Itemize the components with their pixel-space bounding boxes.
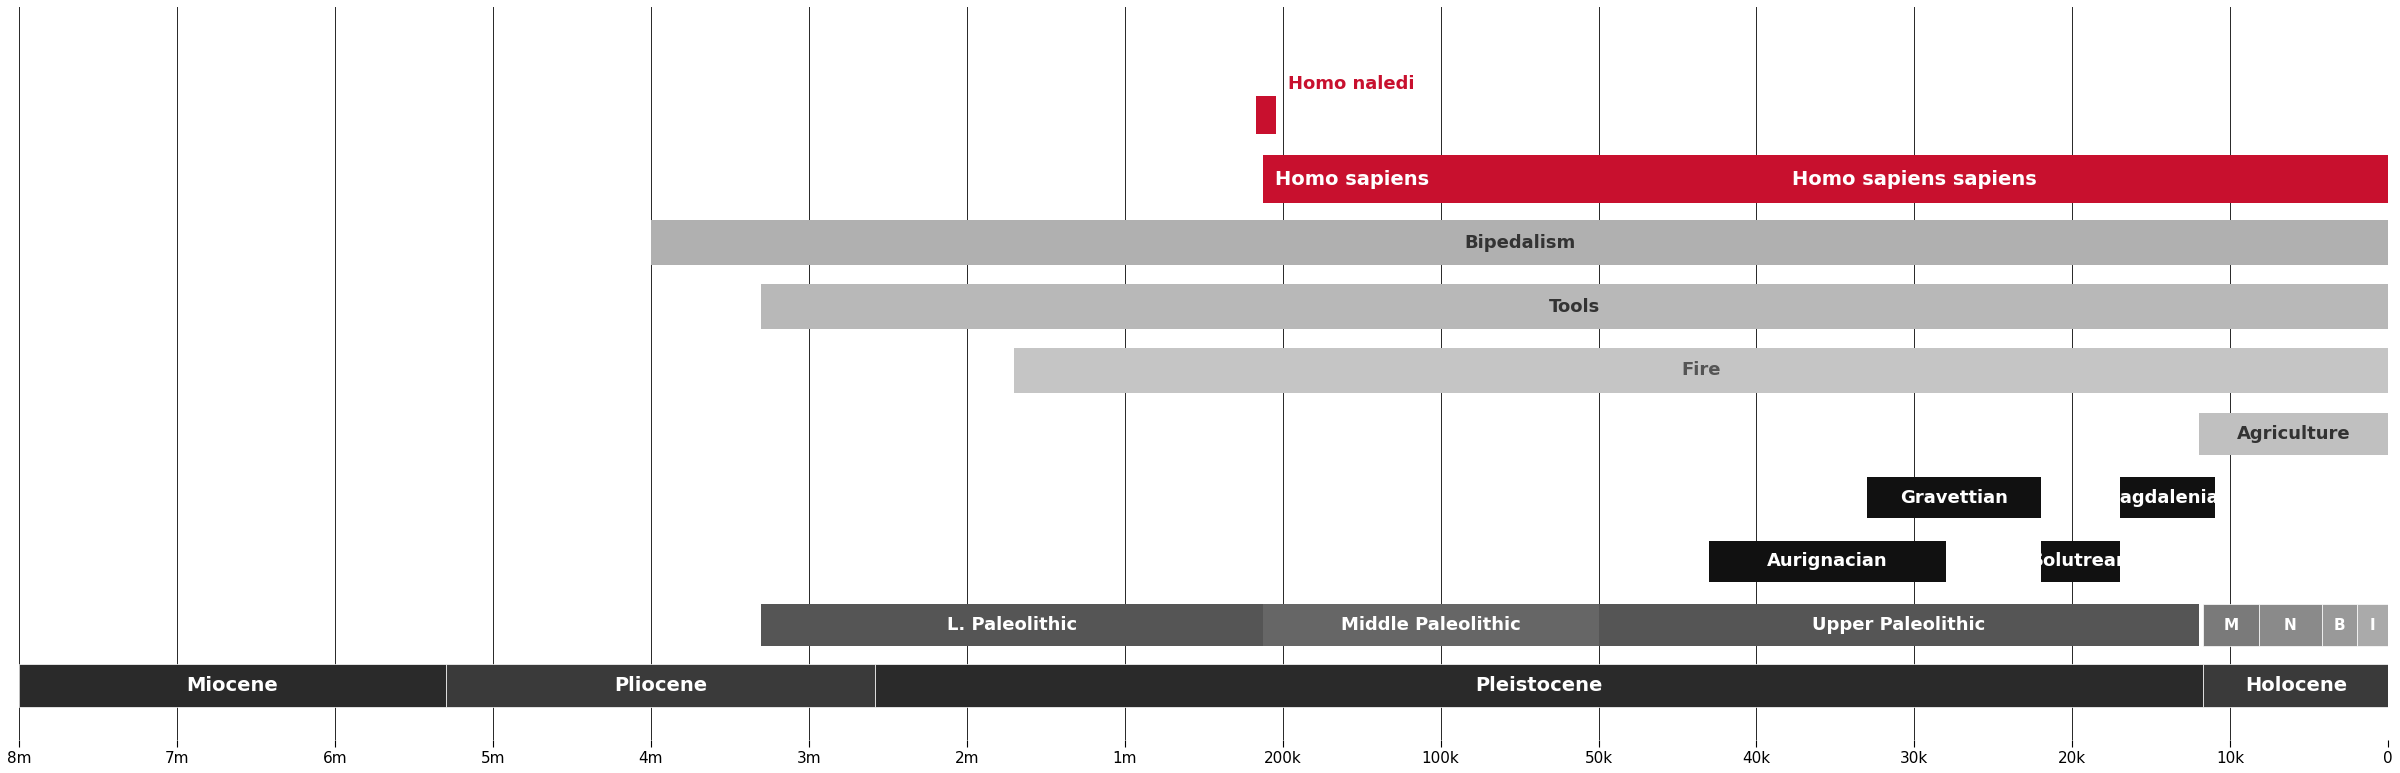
Bar: [2119, 477, 2215, 519]
Bar: [1015, 348, 2388, 393]
Bar: [1598, 604, 2198, 646]
Bar: [650, 220, 2388, 265]
Text: Aurignacian: Aurignacian: [1766, 553, 1889, 570]
Text: Pleistocene: Pleistocene: [1476, 676, 1603, 695]
Bar: [2321, 604, 2357, 646]
Bar: [2040, 541, 2119, 582]
Text: Upper Paleolithic: Upper Paleolithic: [1812, 616, 1985, 634]
Text: Tools: Tools: [1550, 298, 1601, 315]
Text: Gravettian: Gravettian: [1901, 489, 2009, 507]
Text: I: I: [2369, 618, 2376, 633]
Bar: [2198, 414, 2388, 455]
Text: Agriculture: Agriculture: [2237, 425, 2350, 443]
Bar: [876, 664, 2203, 707]
Text: Miocene: Miocene: [187, 676, 278, 695]
Bar: [1867, 477, 2040, 519]
Text: Magdalenian: Magdalenian: [2102, 489, 2232, 507]
Text: Fire: Fire: [1682, 361, 1721, 380]
Text: M: M: [2222, 618, 2239, 633]
Bar: [2258, 604, 2321, 646]
Text: Homo naledi: Homo naledi: [1289, 75, 1414, 93]
Bar: [2203, 664, 2388, 707]
Text: L. Paleolithic: L. Paleolithic: [948, 616, 1078, 634]
Bar: [2357, 604, 2388, 646]
Text: Middle Paleolithic: Middle Paleolithic: [1342, 616, 1522, 634]
Bar: [446, 664, 876, 707]
Text: B: B: [2333, 618, 2345, 633]
Bar: [1440, 155, 2388, 203]
Bar: [1262, 155, 1440, 203]
Text: N: N: [2285, 618, 2297, 633]
Bar: [761, 284, 2388, 329]
Text: Pliocene: Pliocene: [614, 676, 708, 695]
Bar: [1255, 96, 1274, 135]
Text: Homo sapiens: Homo sapiens: [1274, 169, 1428, 189]
Bar: [19, 664, 446, 707]
Text: Holocene: Holocene: [2244, 676, 2347, 695]
Text: Solutrean: Solutrean: [2030, 553, 2129, 570]
Bar: [2203, 604, 2258, 646]
Text: Bipedalism: Bipedalism: [1464, 233, 1574, 252]
Bar: [761, 604, 1262, 646]
Bar: [1262, 604, 1598, 646]
Text: Homo sapiens sapiens: Homo sapiens sapiens: [1793, 169, 2038, 189]
Bar: [1709, 541, 1946, 582]
